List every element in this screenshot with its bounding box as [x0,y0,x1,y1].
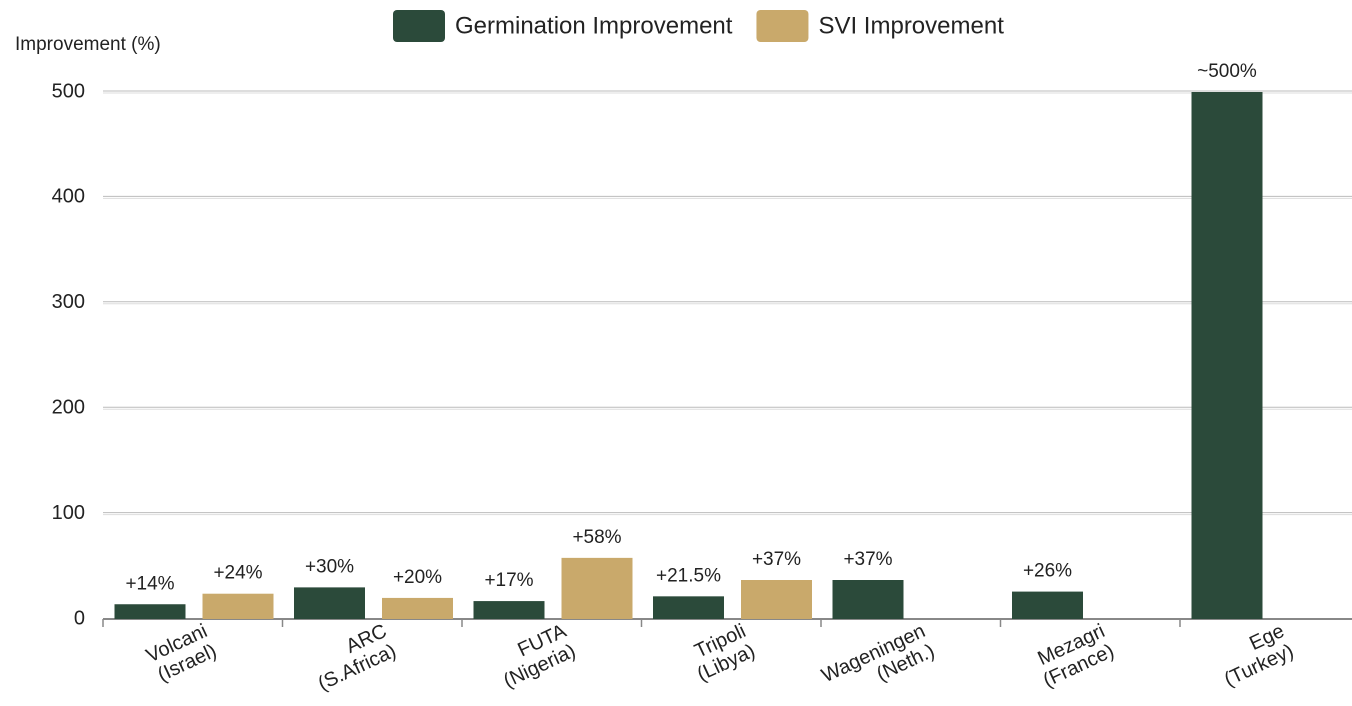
data-label: +58% [572,527,621,548]
y-tick-label: 500 [52,80,85,102]
bar [561,557,633,619]
x-tick-label: Wageningen(Neth.) [818,620,938,701]
y-tick-label: 200 [52,396,85,418]
bar [473,601,545,619]
y-tick-label: 100 [52,502,85,524]
x-tick-label: ARC(S.Africa) [306,620,400,695]
y-axis-label: Improvement (%) [15,34,161,55]
data-label: +14% [125,573,174,594]
data-label: +26% [1023,561,1072,582]
bar [202,593,274,619]
legend-label: Germination Improvement [455,12,733,39]
bar [294,587,365,619]
bar [741,580,812,619]
bar [653,596,724,619]
data-label: +17% [484,570,533,591]
y-tick-label: 400 [52,186,85,208]
data-label: +21.5% [656,565,721,586]
data-label: +37% [843,549,892,570]
y-tick-label: 300 [52,291,85,313]
x-tick-label: Ege(Turkey) [1212,620,1297,691]
x-tick-label: Volcani(Israel) [143,620,220,687]
bar [832,580,904,619]
y-tick-label: 0 [74,607,85,629]
data-label: +37% [752,549,801,570]
bar [114,604,186,619]
legend-swatch [756,10,809,42]
data-label: +20% [393,567,442,588]
bar [1191,92,1263,619]
data-label: +30% [305,556,354,577]
x-tick-label: FUTA(Nigeria) [491,620,580,693]
legend-swatch [393,10,445,42]
bar [382,597,453,619]
x-tick-label: Tripoli(Libya) [685,620,759,686]
bar [1012,591,1083,619]
data-label: ~500% [1197,61,1257,82]
legend-label: SVI Improvement [818,12,1004,39]
x-tick-label: Mezagri(France) [1031,620,1118,692]
data-label: +24% [213,563,262,584]
